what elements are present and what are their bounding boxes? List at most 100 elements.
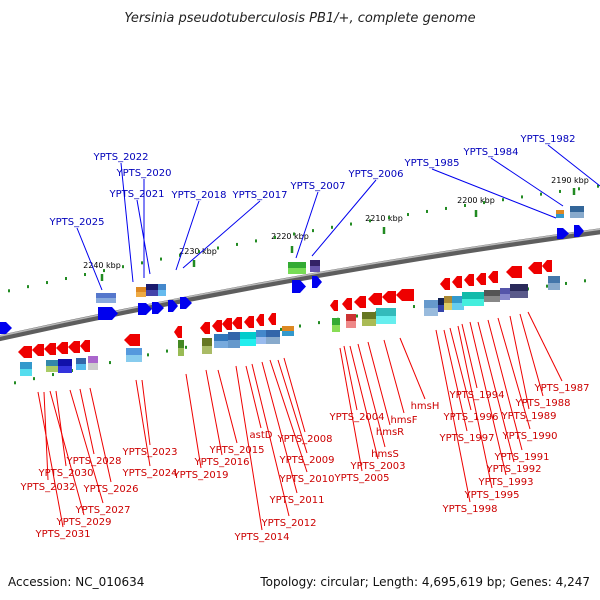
reverse-gene-label[interactable]: YPTS_2032 (19, 482, 75, 493)
reverse-gene-arrow[interactable] (396, 289, 414, 301)
forward-gene-label[interactable]: YPTS_2006 (347, 169, 403, 180)
reverse-gene-label[interactable]: YPTS_2023 (121, 447, 177, 458)
reverse-gene-arrow[interactable] (18, 346, 32, 358)
reverse-gene-label[interactable]: YPTS_2011 (268, 495, 324, 506)
outer-dot (84, 273, 86, 277)
reverse-gene-label[interactable]: YPTS_2010 (278, 474, 334, 485)
reverse-gene-arrow[interactable] (80, 340, 90, 352)
feature-box (376, 316, 396, 324)
reverse-gene-label[interactable]: YPTS_2016 (193, 457, 249, 468)
forward-leader-line (431, 168, 557, 219)
forward-gene-arrow[interactable] (0, 322, 12, 334)
inner-dot (413, 305, 415, 309)
reverse-gene-label[interactable]: YPTS_1991 (493, 452, 549, 463)
reverse-gene-arrow[interactable] (476, 273, 486, 285)
reverse-gene-label[interactable]: YPTS_2014 (233, 532, 289, 543)
reverse-gene-label[interactable]: YPTS_2026 (82, 484, 138, 495)
reverse-gene-label[interactable]: YPTS_2024 (121, 468, 177, 479)
reverse-gene-label[interactable]: YPTS_1992 (485, 464, 541, 475)
reverse-gene-label[interactable]: YPTS_1994 (448, 390, 504, 401)
reverse-gene-label[interactable]: hmsS (371, 449, 399, 460)
reverse-gene-arrow[interactable] (44, 343, 56, 355)
reverse-gene-label[interactable]: YPTS_1990 (501, 431, 557, 442)
forward-gene-label[interactable]: YPTS_2021 (108, 189, 164, 200)
reverse-gene-label[interactable]: hmsR (376, 427, 404, 438)
reverse-gene-label[interactable]: YPTS_2028 (65, 456, 121, 467)
forward-gene-label[interactable]: YPTS_2025 (48, 217, 104, 228)
forward-gene-label[interactable]: YPTS_1982 (519, 134, 575, 145)
reverse-gene-label[interactable]: YPTS_1988 (514, 398, 570, 409)
reverse-gene-arrow[interactable] (464, 274, 474, 286)
forward-gene-arrow[interactable] (292, 280, 306, 293)
reverse-gene-label[interactable]: YPTS_2004 (328, 412, 384, 423)
reverse-gene-arrow[interactable] (488, 271, 498, 283)
reverse-gene-arrow[interactable] (440, 278, 450, 290)
reverse-gene-arrow[interactable] (200, 322, 210, 334)
forward-gene-arrow[interactable] (557, 228, 569, 239)
forward-gene-arrow[interactable] (312, 276, 322, 288)
reverse-gene-arrow[interactable] (244, 316, 254, 328)
reverse-gene-arrow[interactable] (268, 313, 276, 325)
reverse-gene-label[interactable]: YPTS_2027 (74, 505, 130, 516)
reverse-gene-label[interactable]: YPTS_2015 (208, 445, 264, 456)
reverse-leader-line (283, 357, 306, 433)
reverse-gene-arrow[interactable] (330, 300, 338, 311)
feature-box (282, 326, 294, 331)
reverse-gene-label[interactable]: YPTS_2008 (276, 434, 332, 445)
reverse-gene-label[interactable]: YPTS_2030 (37, 468, 93, 479)
reverse-gene-label[interactable]: YPTS_2012 (260, 518, 316, 529)
reverse-gene-arrow[interactable] (212, 320, 222, 332)
reverse-gene-arrow[interactable] (354, 296, 366, 308)
forward-gene-label[interactable]: YPTS_1985 (403, 158, 459, 169)
reverse-gene-arrow[interactable] (68, 341, 80, 353)
reverse-gene-label[interactable]: YPTS_2009 (278, 455, 334, 466)
reverse-gene-arrow[interactable] (506, 266, 522, 278)
forward-gene-arrow[interactable] (574, 225, 584, 237)
feature-box (88, 363, 98, 370)
reverse-gene-label[interactable]: astD (250, 430, 273, 441)
forward-gene-label[interactable]: YPTS_2020 (115, 168, 171, 179)
reverse-gene-arrow[interactable] (368, 293, 382, 305)
reverse-gene-label[interactable]: YPTS_1993 (477, 477, 533, 488)
reverse-gene-label[interactable]: YPTS_1997 (438, 433, 494, 444)
reverse-gene-label[interactable]: YPTS_2003 (349, 461, 405, 472)
reverse-label-lines (37, 311, 563, 531)
reverse-gene-label[interactable]: YPTS_2005 (333, 473, 389, 484)
reverse-gene-arrow[interactable] (32, 344, 44, 356)
reverse-gene-label[interactable]: YPTS_1998 (441, 504, 497, 515)
feature-box (570, 206, 584, 212)
reverse-gene-label[interactable]: YPTS_1995 (463, 490, 519, 501)
reverse-gene-label[interactable]: YPTS_2031 (34, 529, 90, 540)
reverse-gene-arrow[interactable] (232, 317, 242, 329)
reverse-gene-label[interactable]: YPTS_2029 (55, 517, 111, 528)
forward-gene-arrow[interactable] (152, 302, 164, 314)
reverse-gene-arrow[interactable] (452, 276, 462, 288)
forward-gene-arrow[interactable] (98, 307, 118, 320)
outer-dot (331, 225, 333, 229)
reverse-gene-arrow[interactable] (342, 298, 352, 310)
forward-gene-label[interactable]: YPTS_1984 (462, 147, 518, 158)
reverse-gene-label[interactable]: YPTS_1989 (500, 411, 556, 422)
reverse-gene-label[interactable]: YPTS_2019 (172, 470, 228, 481)
reverse-gene-label[interactable]: hmsF (390, 415, 417, 426)
reverse-gene-label[interactable]: hmsH (411, 401, 440, 412)
outer-dot (597, 184, 599, 188)
forward-gene-label[interactable]: YPTS_2022 (92, 152, 148, 163)
reverse-gene-arrow[interactable] (56, 342, 68, 354)
reverse-gene-arrow[interactable] (174, 326, 182, 338)
forward-gene-label[interactable]: YPTS_2018 (170, 190, 226, 201)
forward-gene-arrow[interactable] (138, 303, 152, 315)
reverse-gene-label[interactable]: YPTS_1996 (442, 412, 498, 423)
reverse-gene-label[interactable]: YPTS_1987 (533, 383, 589, 394)
outer-dot (521, 195, 523, 199)
reverse-gene-arrow[interactable] (382, 291, 396, 303)
forward-gene-arrow[interactable] (180, 297, 192, 309)
reverse-gene-arrow[interactable] (542, 260, 552, 272)
forward-gene-label[interactable]: YPTS_2007 (289, 181, 345, 192)
reverse-gene-arrow[interactable] (256, 314, 264, 326)
forward-gene-arrow[interactable] (168, 300, 178, 312)
forward-gene-label[interactable]: YPTS_2017 (231, 190, 287, 201)
reverse-gene-arrow[interactable] (528, 262, 542, 274)
reverse-gene-arrow[interactable] (124, 334, 140, 346)
reverse-gene-arrow[interactable] (222, 318, 232, 330)
